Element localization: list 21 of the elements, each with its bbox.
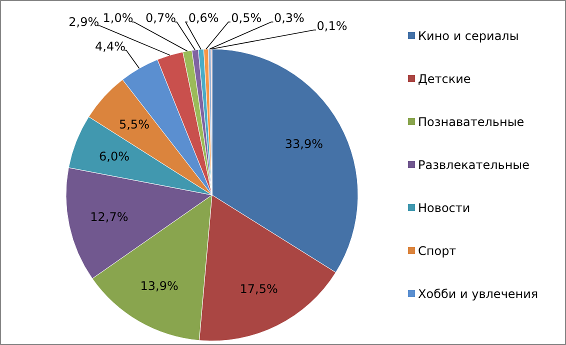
data-label: 12,7%	[90, 210, 128, 224]
data-label: 0,1%	[316, 19, 348, 33]
data-label: 0,7%	[146, 11, 176, 25]
data-label: 5,5%	[119, 117, 150, 132]
data-label: 0,6%	[188, 11, 219, 25]
legend-label: Новости	[418, 201, 470, 215]
legend-label: Спорт	[418, 244, 456, 258]
data-label: 1,0%	[102, 11, 134, 25]
data-label: 0,3%	[274, 11, 304, 25]
legend-label: Детские	[418, 72, 471, 86]
legend-label: Хобби и увлечения	[418, 287, 538, 301]
data-label: 0,5%	[231, 11, 262, 25]
legend-label: Кино и сериалы	[418, 29, 519, 43]
legend-label: Развлекательные	[418, 158, 530, 172]
data-label: 6,0%	[99, 149, 130, 164]
data-label: 13,9%	[140, 278, 178, 293]
data-label: 17,5%	[240, 282, 278, 296]
data-label: 4,4%	[95, 39, 126, 54]
data-label: 2,9%	[68, 14, 100, 29]
data-label: 33,9%	[284, 137, 324, 152]
legend-label: Познавательные	[418, 115, 524, 129]
